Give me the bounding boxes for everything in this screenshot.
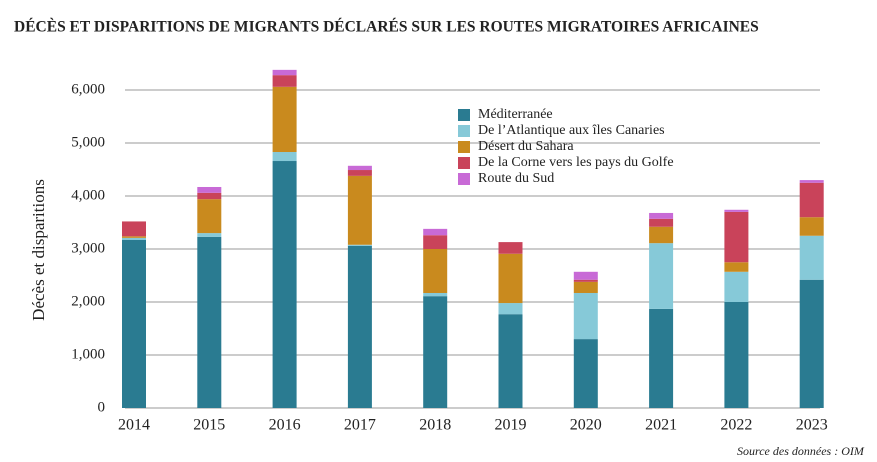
y-axis-label: Décès et disparitions [29, 179, 48, 321]
x-tick-label: 2016 [269, 417, 301, 434]
bar-segment [573, 271, 598, 280]
legend-swatch [458, 157, 470, 169]
legend-label: Méditerranée [478, 107, 553, 122]
y-tick-label: 4,000 [71, 187, 105, 203]
bar-segment [272, 152, 297, 162]
y-tick-label: 6,000 [71, 81, 105, 97]
bar-segment [724, 302, 749, 408]
y-tick-label: 0 [98, 399, 106, 415]
bar-segment [423, 292, 448, 297]
bar-segment [573, 292, 598, 340]
bar-segment [498, 242, 523, 254]
bar-segment [423, 228, 448, 236]
x-tick-label: 2017 [344, 417, 376, 434]
bar-segment [347, 170, 372, 176]
bar-segment [799, 217, 824, 236]
bar-segment [197, 199, 222, 234]
y-tick-label: 5,000 [71, 134, 105, 150]
bar-segment [272, 75, 297, 87]
bar-segment [122, 221, 146, 237]
bar-segment [272, 69, 297, 76]
bar-segment [724, 271, 749, 302]
legend-label: Route du Sud [478, 171, 554, 186]
x-tick-label: 2014 [118, 417, 150, 434]
legend-label: Désert du Sahara [478, 139, 574, 154]
bar-segment [197, 186, 222, 193]
bar-segment [197, 192, 222, 200]
legend-label: De la Corne vers les pays du Golfe [478, 155, 674, 170]
bar-segment [573, 339, 598, 408]
x-tick-label: 2020 [570, 417, 602, 434]
x-tick-label: 2021 [645, 417, 677, 434]
bar-segment [347, 165, 372, 171]
bar-segment [498, 314, 523, 408]
bar-segment [423, 296, 448, 408]
legend-label: De l’Atlantique aux îles Canaries [478, 123, 665, 138]
bar-segment [498, 303, 523, 315]
bar-segment [799, 235, 824, 280]
bar-segment [498, 253, 523, 304]
x-tick-label: 2019 [495, 417, 527, 434]
chart-title: DÉCÈS ET DISPARITIONS DE MIGRANTS DÉCLAR… [14, 19, 759, 36]
bar-segment [423, 235, 448, 249]
legend-swatch [458, 173, 470, 185]
x-tick-label: 2018 [419, 417, 451, 434]
source: Source des données : OIM [737, 444, 865, 458]
bar-segment [122, 236, 146, 238]
bar-segment [122, 239, 146, 408]
bar-segment [272, 86, 297, 153]
bar-segment [724, 211, 749, 263]
bar-segment [347, 175, 372, 245]
x-tick-label: 2022 [720, 417, 752, 434]
bar-segment [122, 237, 146, 240]
bar-segment [724, 209, 749, 212]
bar-segment [197, 233, 222, 237]
legend-swatch [458, 109, 470, 121]
bar-segment [573, 281, 598, 293]
bar-segment [799, 279, 824, 408]
bar-segment [649, 212, 674, 219]
legend-swatch [458, 141, 470, 153]
bar-segment [272, 161, 297, 408]
bar-segment [197, 236, 222, 408]
x-tick-label: 2023 [796, 417, 828, 434]
bar-segment [649, 226, 674, 244]
bar-segment [799, 180, 824, 183]
bar-segment [649, 218, 674, 227]
y-tick-label: 3,000 [71, 240, 105, 256]
bar-segment [347, 245, 372, 408]
legend-swatch [458, 125, 470, 137]
y-tick-label: 2,000 [71, 293, 105, 309]
legend-box [450, 100, 722, 188]
bar-segment [724, 262, 749, 272]
bar-segment [649, 308, 674, 408]
y-tick-label: 1,000 [71, 346, 105, 362]
bar-segment [799, 182, 824, 218]
x-tick-label: 2015 [193, 417, 225, 434]
bar-segment [649, 243, 674, 309]
bar-segment [573, 279, 598, 282]
bar-segment [423, 249, 448, 293]
bar-segment [347, 244, 372, 246]
